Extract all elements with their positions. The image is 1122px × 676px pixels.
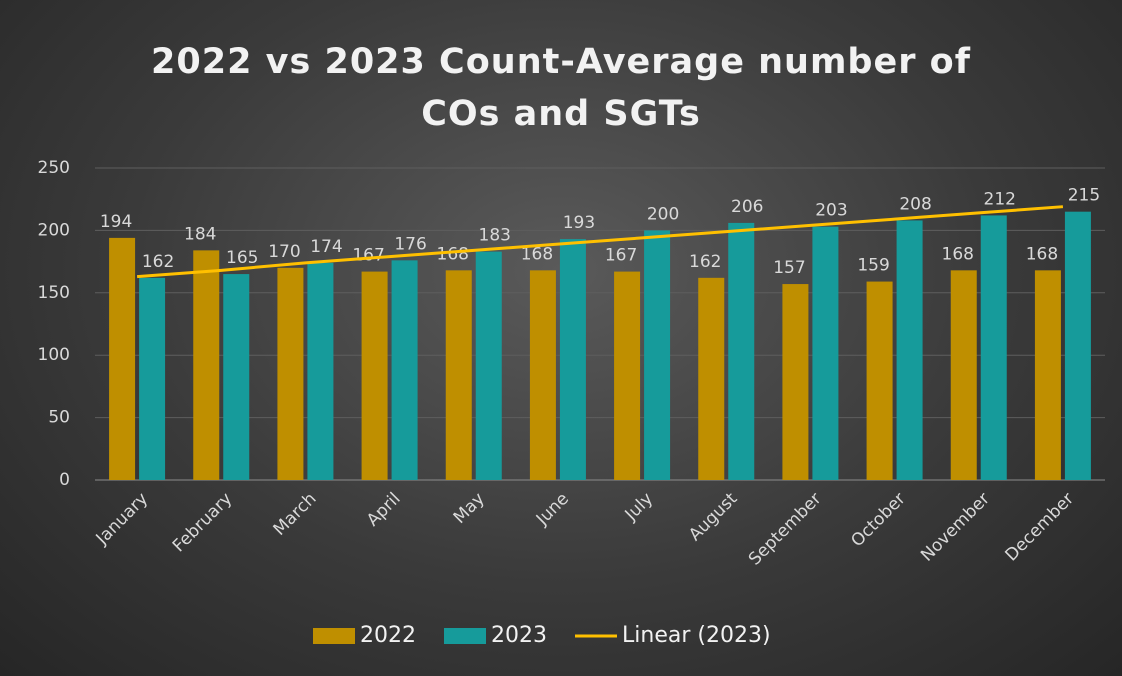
- x-tick-label: March: [270, 489, 321, 540]
- bar: [307, 262, 334, 480]
- data-label: 183: [479, 226, 511, 246]
- legend-text: 2023: [491, 623, 547, 648]
- data-label: 203: [815, 201, 847, 221]
- data-label: 159: [857, 256, 889, 276]
- data-label: 168: [942, 244, 974, 264]
- legend-swatch: [313, 628, 355, 644]
- bar: [109, 237, 136, 480]
- data-label: 200: [647, 204, 679, 224]
- bar: [980, 215, 1007, 480]
- bar: [193, 250, 220, 480]
- x-tick-label: July: [621, 489, 657, 525]
- bar: [1034, 270, 1061, 480]
- y-tick-label: 250: [38, 158, 70, 178]
- legend-swatch: [444, 628, 486, 644]
- bar: [559, 239, 586, 480]
- bar: [782, 284, 809, 480]
- x-tick-label: August: [685, 489, 741, 545]
- y-tick-label: 50: [48, 408, 70, 428]
- bar: [698, 277, 725, 480]
- bar: [896, 220, 923, 480]
- legend-text: Linear (2023): [622, 623, 771, 648]
- legend-text: 2022: [360, 623, 416, 648]
- data-label: 174: [310, 237, 342, 257]
- trend-line: [136, 205, 1064, 279]
- x-tick-label: April: [363, 489, 405, 531]
- data-label: 212: [984, 189, 1016, 209]
- bar: [644, 230, 671, 480]
- x-tick-label: February: [169, 489, 236, 556]
- bar: [277, 267, 304, 480]
- bar: [529, 270, 556, 480]
- data-label: 157: [773, 258, 805, 278]
- bar: [728, 222, 755, 481]
- data-label: 162: [142, 252, 174, 272]
- bar: [1064, 211, 1091, 480]
- bar: [445, 270, 472, 480]
- x-tick-label: December: [1002, 489, 1078, 565]
- x-tick-label: May: [450, 489, 489, 528]
- data-label: 170: [268, 242, 300, 262]
- legend: 2022 2023 Linear (2023): [313, 623, 771, 648]
- data-label: 176: [394, 234, 426, 254]
- bar: [866, 281, 893, 480]
- data-label: 215: [1068, 186, 1100, 206]
- x-tick-label: September: [745, 489, 826, 570]
- x-tick-label: January: [92, 489, 152, 549]
- data-label: 162: [689, 252, 721, 272]
- bar: [139, 277, 166, 480]
- y-tick-label: 100: [38, 345, 70, 365]
- data-label: 168: [521, 244, 553, 264]
- x-tick-label: November: [917, 489, 994, 566]
- data-label: 193: [563, 213, 595, 233]
- data-label: 168: [437, 244, 469, 264]
- x-tick-label: June: [532, 489, 573, 530]
- bar: [950, 270, 977, 480]
- data-label: 168: [1026, 244, 1058, 264]
- bar: [614, 271, 641, 480]
- y-tick-label: 200: [38, 220, 70, 240]
- bar: [475, 251, 502, 480]
- data-label: 208: [899, 194, 931, 214]
- chart-title: 2022 vs 2023 Count-Average number of COs…: [151, 42, 971, 134]
- x-tick-label: October: [847, 489, 909, 551]
- data-label: 206: [731, 197, 763, 217]
- bar: [391, 260, 418, 480]
- bar: [361, 271, 388, 480]
- bar: [223, 274, 250, 480]
- data-label: 194: [100, 212, 132, 232]
- data-label: 167: [605, 246, 637, 266]
- data-label: 165: [226, 248, 258, 268]
- data-label: 184: [184, 224, 216, 244]
- data-label: 167: [352, 246, 384, 266]
- y-tick-label: 150: [38, 283, 70, 303]
- y-tick-label: 0: [59, 470, 70, 490]
- bar: [812, 226, 839, 480]
